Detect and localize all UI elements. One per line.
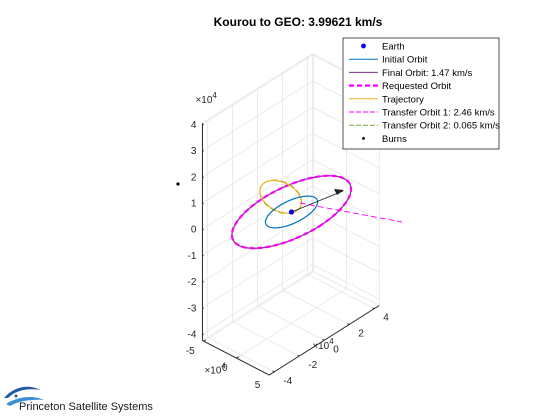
y-tick-label: -4	[283, 376, 292, 387]
z-tick-label: -4	[188, 329, 197, 340]
y-tick-mark	[347, 323, 350, 325]
legend-label: Burns	[382, 134, 407, 145]
y-tick-label: 4	[383, 313, 389, 324]
legend-label: Requested Orbit	[382, 81, 452, 92]
grid-line	[202, 54, 313, 125]
y-tick-mark	[297, 354, 300, 357]
grid-line	[202, 133, 313, 204]
pane-edge	[202, 53, 313, 124]
logo-swoosh	[4, 386, 40, 398]
burn-arrowhead	[334, 189, 344, 195]
y-tick-label: 0	[333, 344, 339, 355]
grid-line	[312, 264, 380, 300]
legend-label: Final Orbit: 1.47 km/s	[382, 68, 473, 79]
grid-line	[232, 321, 300, 357]
z-tick-label: -2	[188, 277, 197, 288]
z-tick-mark	[202, 307, 204, 309]
z-tick-mark	[202, 123, 204, 126]
z-tick-mark	[202, 254, 204, 257]
x-tick-label: 0	[222, 363, 228, 374]
grid-line	[257, 305, 325, 341]
z-tick-label: 0	[191, 225, 197, 236]
requested-orbit-line	[230, 174, 353, 250]
y-tick-label: -2	[308, 360, 317, 371]
z-tick-label: 1	[191, 198, 197, 209]
pane-edge	[312, 270, 380, 306]
grid-line	[202, 237, 313, 309]
tick-labels: -4 -3 -2 -1 0 1 2 3 4 -5 0 5 -4 -2 0 2 4 ×104 ×104 ×104	[186, 91, 389, 391]
legend-label: Transfer Orbit 1: 2.46 km/s	[382, 108, 495, 119]
grid-line	[312, 159, 380, 195]
z-tick-mark	[202, 333, 204, 336]
z-tick-mark	[202, 228, 204, 231]
legend-label: Earth	[382, 42, 405, 53]
z-tick-label: 4	[191, 120, 197, 131]
grid-line	[312, 237, 380, 274]
legend-label: Trajectory	[382, 94, 424, 105]
grid-line	[307, 273, 375, 310]
x-tick-mark	[203, 339, 207, 342]
x-axis-line	[202, 340, 270, 376]
grid-line	[282, 289, 350, 325]
company-name: Princeton Satellite Systems	[19, 401, 153, 413]
logo-dot	[14, 394, 18, 398]
grid-line	[202, 159, 313, 230]
x-exponent-label: ×104	[204, 362, 226, 377]
y-tick-mark	[322, 338, 325, 341]
z-tick-mark	[202, 150, 204, 152]
legend-marker	[361, 43, 366, 49]
legend-label: Transfer Orbit 2: 0.065 km/s	[382, 121, 500, 132]
z-tick-label: 2	[191, 172, 197, 183]
pane-edge	[202, 270, 313, 341]
grid-line	[312, 133, 380, 169]
y-tick-mark	[372, 307, 375, 310]
chart-title: Kourou to GEO: 3.99621 km/s	[214, 15, 383, 29]
z-exponent-label: ×104	[195, 91, 217, 106]
grid-line	[202, 264, 313, 335]
x-tick-mark	[268, 373, 272, 376]
grid-line	[312, 211, 380, 247]
initial-orbit-line	[264, 195, 319, 229]
grid-line	[202, 106, 313, 178]
y-exponent-label: ×104	[312, 337, 334, 352]
y-tick-label: 2	[358, 328, 364, 339]
legend: Earth Initial Orbit Final Orbit: 1.47 km/s…	[342, 37, 500, 150]
z-tick-label: -1	[188, 251, 197, 262]
transfer-orbit-1-line	[299, 202, 403, 223]
z-tick-mark	[202, 281, 204, 283]
logo-swoosh	[6, 396, 44, 406]
grid-line	[202, 185, 313, 256]
x-tick-mark	[236, 356, 239, 359]
burn-marker	[176, 182, 180, 186]
x-tick-label: -5	[186, 346, 195, 357]
y-tick-mark	[272, 370, 275, 373]
z-tick-mark	[202, 176, 204, 178]
x-tick-label: 5	[255, 380, 261, 391]
logo: Princeton Satellite Systems	[4, 386, 153, 413]
grid-line	[207, 337, 275, 373]
legend-marker	[362, 137, 365, 140]
z-tick-label: -3	[188, 303, 197, 314]
z-tick-label: 3	[191, 146, 197, 157]
z-tick-mark	[202, 202, 204, 205]
burn-vector-line	[291, 190, 344, 213]
legend-label: Initial Orbit	[382, 55, 428, 66]
grid-line	[202, 80, 313, 151]
plot-lines	[176, 174, 403, 250]
legend-box	[342, 37, 500, 150]
